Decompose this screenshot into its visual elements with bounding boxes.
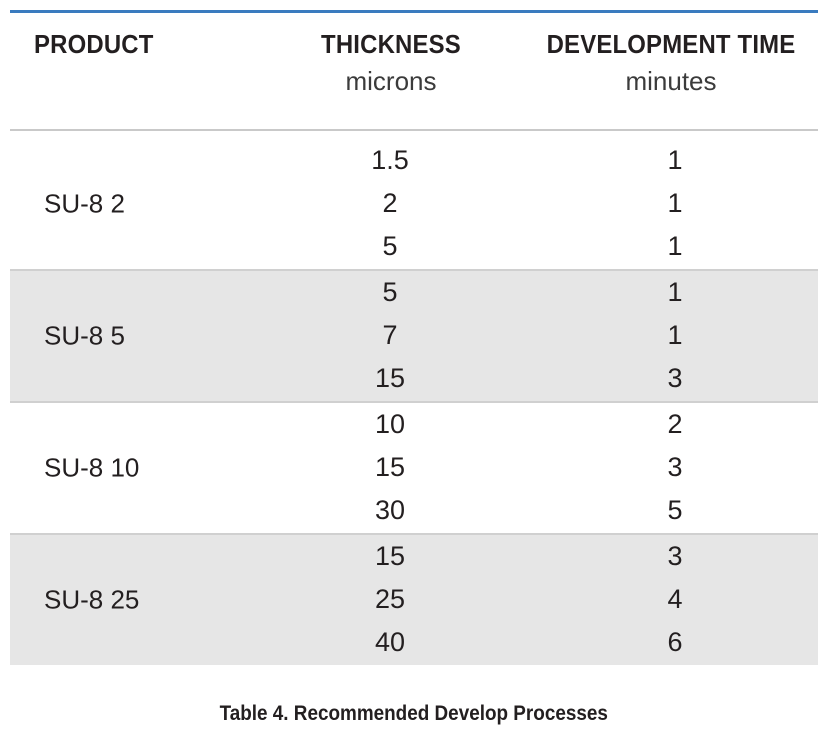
time-cell: 3 [667,452,683,482]
table-caption-text: Table 4. Recommended Develop Processes [219,702,608,725]
product-group: SU-8 2 1.5 1 2 1 5 1 [10,139,818,269]
table-row: 15 3 [10,535,818,578]
time-cell: 1 [667,145,683,175]
table-row: 5 1 [10,225,818,268]
table-row: 10 2 [10,403,818,446]
product-name: SU-8 25 [44,584,140,615]
header-development-time-unit: minutes [625,66,717,96]
thickness-cell: 15 [374,363,406,393]
thickness-cell: 15 [374,541,406,571]
product-group: SU-8 10 10 2 15 3 30 5 [10,401,818,533]
time-cell: 1 [667,277,683,307]
time-cell: 5 [667,495,683,525]
thickness-cell: 5 [382,277,398,307]
time-cell: 1 [667,320,683,350]
table-row: 15 3 [10,446,818,489]
time-cell: 3 [667,541,683,571]
time-cell: 4 [667,584,683,614]
thickness-cell: 15 [374,452,406,482]
table-row: 7 1 [10,314,818,357]
thickness-cell: 30 [374,495,406,525]
table-top-rule [10,10,818,13]
product-group: SU-8 25 15 3 25 4 40 6 [10,533,818,665]
table-caption: Table 4. Recommended Develop Processes [0,702,827,726]
header-product: PRODUCT [34,29,164,60]
thickness-cell: 5 [382,231,398,261]
time-cell: 1 [667,231,683,261]
time-cell: 6 [667,627,683,657]
header-thickness: THICKNESS microns [308,29,474,97]
time-cell: 1 [667,188,683,218]
table-row: 5 1 [10,271,818,314]
product-name: SU-8 5 [44,320,125,351]
table-row: 40 6 [10,621,818,664]
table-row: 2 1 [10,182,818,225]
header-thickness-unit: microns [345,66,437,96]
time-cell: 3 [667,363,683,393]
header-thickness-title: THICKNESS [321,29,461,59]
product-group: SU-8 5 5 1 7 1 15 3 [10,269,818,401]
product-name: SU-8 10 [44,452,140,483]
thickness-cell: 40 [374,627,406,657]
product-name: SU-8 2 [44,188,125,219]
table-row: 30 5 [10,489,818,532]
header-development-time: DEVELOPMENT TIME minutes [526,29,816,97]
time-cell: 2 [667,409,683,439]
thickness-cell: 2 [382,188,398,218]
table-row: 15 3 [10,357,818,400]
header-development-time-title: DEVELOPMENT TIME [546,29,796,59]
thickness-cell: 7 [382,320,398,350]
thickness-cell: 1.5 [371,145,409,175]
header-product-title: PRODUCT [34,29,154,59]
thickness-cell: 25 [374,584,406,614]
table-row: 1.5 1 [10,139,818,182]
table-header: PRODUCT THICKNESS microns DEVELOPMENT TI… [10,13,818,131]
table-row: 25 4 [10,578,818,621]
develop-process-table: PRODUCT THICKNESS microns DEVELOPMENT TI… [10,10,818,665]
thickness-cell: 10 [374,409,406,439]
